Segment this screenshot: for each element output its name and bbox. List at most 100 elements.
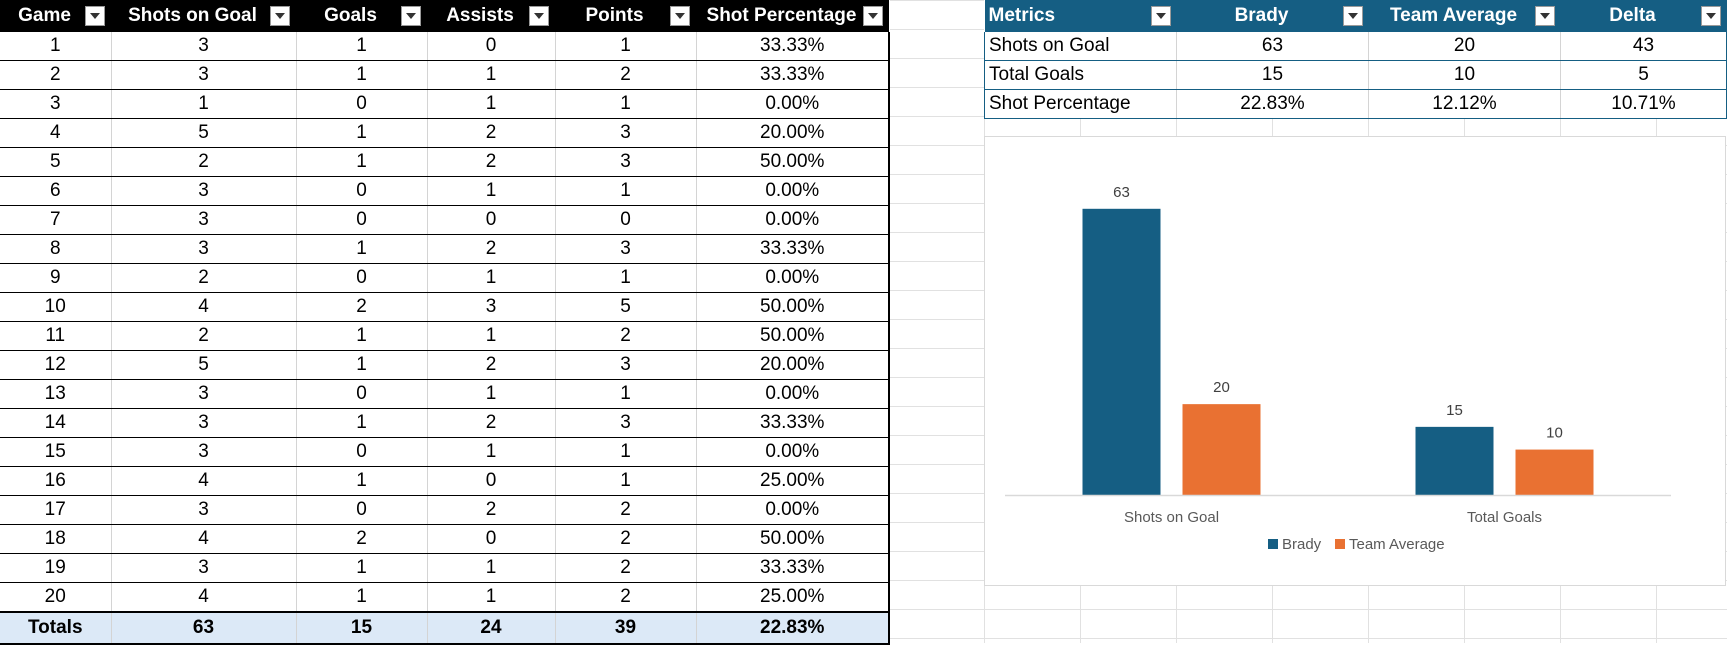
table-cell[interactable]: 1	[111, 89, 297, 119]
table-cell[interactable]: 50.00%	[696, 524, 890, 554]
filter-dropdown-button[interactable]	[270, 6, 290, 26]
table-cell[interactable]: 0	[296, 263, 428, 293]
table-cell[interactable]: 3	[111, 553, 297, 583]
comparison-chart[interactable]: 63 20 Shots on Goal 15 10 Total Goals Brady Tea…	[984, 136, 1726, 586]
metrics-cell[interactable]: Shots on Goal	[984, 32, 1177, 61]
table-cell[interactable]: 1	[296, 60, 428, 90]
table-cell[interactable]: 2	[427, 495, 556, 525]
table-cell[interactable]: 1	[296, 321, 428, 351]
table-cell[interactable]: 50.00%	[696, 292, 890, 322]
metrics-cell[interactable]: 10.71%	[1560, 89, 1727, 119]
table-cell[interactable]: 1	[427, 263, 556, 293]
table-cell[interactable]: 1	[427, 321, 556, 351]
table-cell[interactable]: 2	[296, 292, 428, 322]
table-cell[interactable]: 2	[427, 408, 556, 438]
table-cell[interactable]: 2	[427, 234, 556, 264]
table-cell[interactable]: 2	[296, 524, 428, 554]
table-cell[interactable]: 16	[0, 466, 112, 496]
table-cell[interactable]: 2	[427, 147, 556, 177]
table-cell[interactable]: 14	[0, 408, 112, 438]
filter-dropdown-button[interactable]	[1534, 6, 1555, 26]
table-cell[interactable]: 2	[111, 321, 297, 351]
table-cell[interactable]: 5	[555, 292, 697, 322]
table-cell[interactable]: 1	[427, 60, 556, 90]
table-cell[interactable]: 4	[111, 524, 297, 554]
table-cell[interactable]: 25.00%	[696, 582, 890, 613]
header-points[interactable]: Points	[555, 0, 696, 32]
table-cell[interactable]: 7	[0, 205, 112, 235]
totals-cell[interactable]: 24	[427, 611, 556, 645]
table-cell[interactable]: 0.00%	[696, 205, 890, 235]
table-cell[interactable]: 8	[0, 234, 112, 264]
table-cell[interactable]: 0.00%	[696, 437, 890, 467]
metrics-cell[interactable]: Total Goals	[984, 60, 1177, 90]
filter-dropdown-button[interactable]	[401, 6, 421, 26]
table-cell[interactable]: 2	[555, 524, 697, 554]
header-brady[interactable]: Brady	[1176, 0, 1369, 32]
table-cell[interactable]: 33.33%	[696, 234, 890, 264]
header-shots-on-goal[interactable]: Shots on Goal	[111, 0, 296, 32]
metrics-cell[interactable]: 10	[1368, 60, 1561, 90]
table-cell[interactable]: 19	[0, 553, 112, 583]
table-cell[interactable]: 9	[0, 263, 112, 293]
table-cell[interactable]: 3	[0, 89, 112, 119]
header-metrics[interactable]: Metrics	[984, 0, 1177, 32]
table-cell[interactable]: 1	[555, 32, 697, 61]
header-assists[interactable]: Assists	[427, 0, 555, 32]
table-cell[interactable]: 0	[427, 466, 556, 496]
table-cell[interactable]: 0.00%	[696, 263, 890, 293]
table-cell[interactable]: 3	[427, 292, 556, 322]
table-cell[interactable]: 33.33%	[696, 408, 890, 438]
table-cell[interactable]: 5	[0, 147, 112, 177]
table-cell[interactable]: 1	[427, 553, 556, 583]
table-cell[interactable]: 1	[555, 437, 697, 467]
table-cell[interactable]: 0	[296, 89, 428, 119]
header-shot-percentage[interactable]: Shot Percentage	[696, 0, 889, 32]
table-cell[interactable]: 0.00%	[696, 495, 890, 525]
table-cell[interactable]: 4	[0, 118, 112, 148]
table-cell[interactable]: 33.33%	[696, 60, 890, 90]
table-cell[interactable]: 3	[111, 379, 297, 409]
table-cell[interactable]: 1	[296, 466, 428, 496]
filter-dropdown-button[interactable]	[670, 6, 690, 26]
header-team-average[interactable]: Team Average	[1368, 0, 1561, 32]
totals-cell[interactable]: 15	[296, 611, 428, 645]
metrics-cell[interactable]: 20	[1368, 32, 1561, 61]
table-cell[interactable]: 1	[296, 234, 428, 264]
header-delta[interactable]: Delta	[1560, 0, 1727, 32]
table-cell[interactable]: 13	[0, 379, 112, 409]
table-cell[interactable]: 3	[111, 437, 297, 467]
table-cell[interactable]: 1	[427, 89, 556, 119]
table-cell[interactable]: 12	[0, 350, 112, 380]
table-cell[interactable]: 3	[111, 234, 297, 264]
table-cell[interactable]: 4	[111, 466, 297, 496]
table-cell[interactable]: 1	[296, 553, 428, 583]
table-cell[interactable]: 20.00%	[696, 350, 890, 380]
table-cell[interactable]: 0	[427, 524, 556, 554]
table-cell[interactable]: 0	[296, 437, 428, 467]
table-cell[interactable]: 0.00%	[696, 176, 890, 206]
table-cell[interactable]: 18	[0, 524, 112, 554]
table-cell[interactable]: 3	[555, 147, 697, 177]
table-cell[interactable]: 1	[555, 176, 697, 206]
table-cell[interactable]: 0	[296, 379, 428, 409]
table-cell[interactable]: 10	[0, 292, 112, 322]
table-cell[interactable]: 3	[555, 408, 697, 438]
table-cell[interactable]: 2	[427, 118, 556, 148]
table-cell[interactable]: 0.00%	[696, 379, 890, 409]
table-cell[interactable]: 2	[555, 582, 697, 613]
table-cell[interactable]: 50.00%	[696, 147, 890, 177]
table-cell[interactable]: 1	[555, 89, 697, 119]
metrics-cell[interactable]: 63	[1176, 32, 1369, 61]
metrics-cell[interactable]: 22.83%	[1176, 89, 1369, 119]
header-goals[interactable]: Goals	[296, 0, 427, 32]
metrics-cell[interactable]: Shot Percentage	[984, 89, 1177, 119]
table-cell[interactable]: 2	[555, 60, 697, 90]
table-cell[interactable]: 33.33%	[696, 553, 890, 583]
table-cell[interactable]: 3	[111, 205, 297, 235]
table-cell[interactable]: 1	[296, 350, 428, 380]
metrics-cell[interactable]: 43	[1560, 32, 1727, 61]
table-cell[interactable]: 1	[427, 582, 556, 613]
metrics-cell[interactable]: 12.12%	[1368, 89, 1561, 119]
filter-dropdown-button[interactable]	[1150, 6, 1171, 26]
